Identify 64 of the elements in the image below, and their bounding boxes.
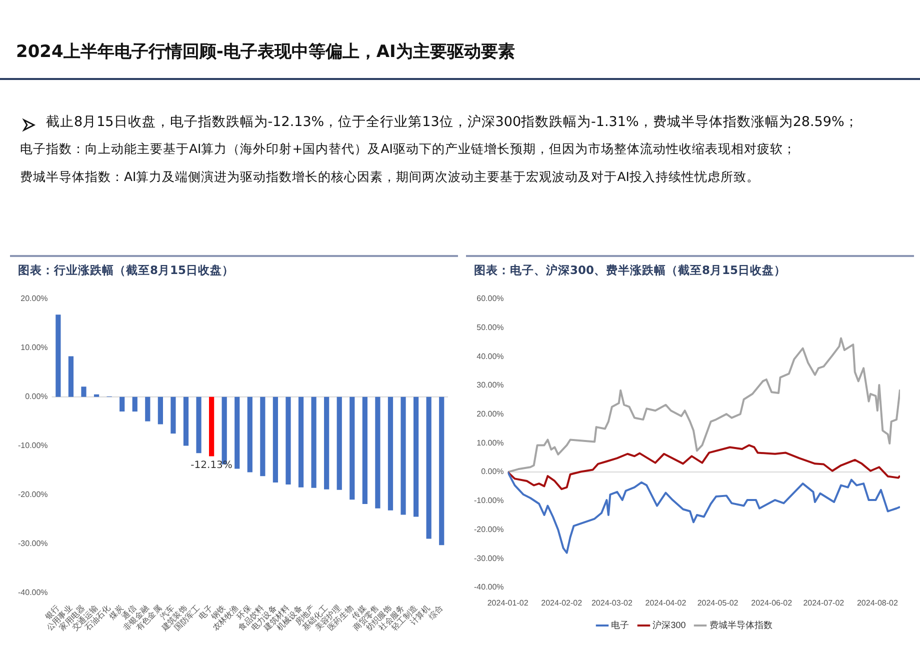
bar xyxy=(413,396,419,517)
bar xyxy=(324,396,330,490)
bar xyxy=(234,396,240,469)
bar xyxy=(426,396,432,539)
y-tick-label: 0.00% xyxy=(25,392,48,402)
text: 截止8月15日收盘，电子指数跌幅为-12.13%，位于全行业第13位，沪深300指数跌幅为-1.31%，费城半导体指数涨幅为28.59%； xyxy=(45,113,860,132)
bar xyxy=(56,314,61,397)
y-tick-label: 50.00% xyxy=(476,323,504,332)
x-tick-label: 2024-03-02 xyxy=(591,598,633,608)
data-label: -12.13% xyxy=(190,460,232,471)
x-tick-label: 2024-07-02 xyxy=(803,598,845,608)
bar xyxy=(272,396,278,482)
y-tick-label: 20.00% xyxy=(20,294,48,304)
y-tick-label: 10.00% xyxy=(476,438,504,448)
bar xyxy=(260,396,266,476)
bar xyxy=(132,396,138,412)
text: 电子指数：向上动能主要基于AI算力（海外印射+国内替代）及AI驱动下的产业链增长预期，但因为市场整体流动性收缩表现相对疲软； xyxy=(20,140,797,158)
chart-title: 图表：行业涨跌幅（截至8月15日收盘） xyxy=(10,255,458,285)
bar xyxy=(439,396,444,546)
bar xyxy=(247,396,252,472)
text: 费城半导体指数：AI算力及端侧演进为驱动指数增长的核心因素，期间两次波动主要基于宏观波动及对于AI投入持续性忧虑所致。 xyxy=(20,168,760,186)
bar xyxy=(209,396,214,456)
y-tick-label: -10.00% xyxy=(18,440,48,450)
bar xyxy=(375,396,380,508)
bar xyxy=(336,396,342,490)
bar xyxy=(388,396,394,510)
text: 2024上半年电子行情回顾-电子表现中等偏上，AI为主要驱动要素 xyxy=(16,41,515,63)
y-tick-label: -20.00% xyxy=(474,524,504,534)
chart-title: 图表：电子、沪深300、费半涨跌幅（截至8月15日收盘） xyxy=(466,255,914,285)
y-tick-label: -10.00% xyxy=(474,496,504,506)
bar xyxy=(196,396,202,454)
y-tick-label: 10.00% xyxy=(20,343,48,352)
bar xyxy=(298,396,304,488)
x-tick-label: 2024-05-02 xyxy=(697,598,739,608)
x-tick-label: 2024-08-02 xyxy=(856,598,898,608)
y-tick-label: 0.00% xyxy=(481,467,504,476)
x-tick-label: 2024-04-02 xyxy=(645,598,687,608)
bar xyxy=(158,396,163,424)
y-tick-label: 60.00% xyxy=(476,294,504,304)
bar xyxy=(362,396,368,504)
bar xyxy=(183,396,189,446)
bar xyxy=(120,396,125,412)
y-tick-label: 20.00% xyxy=(476,410,504,419)
bar xyxy=(350,396,355,500)
bar xyxy=(170,396,176,434)
y-tick-label: -30.00% xyxy=(18,538,48,548)
y-tick-label: -20.00% xyxy=(18,490,48,499)
bar xyxy=(94,394,100,397)
bar xyxy=(145,396,150,422)
x-tick-label: 2024-01-02 xyxy=(487,598,529,608)
y-tick-label: -40.00% xyxy=(474,582,504,592)
y-tick-label: -30.00% xyxy=(474,554,504,563)
bar xyxy=(400,396,406,515)
bar xyxy=(311,396,316,488)
legend-label: 沪深300 xyxy=(652,620,686,630)
y-tick-label: 30.00% xyxy=(476,380,504,390)
x-tick-label: 2024-02-02 xyxy=(541,598,583,608)
x-tick-label: 2024-06-02 xyxy=(751,598,793,608)
legend-label: 费城半导体指数 xyxy=(709,620,772,630)
y-tick-label: -40.00% xyxy=(18,588,48,597)
bar xyxy=(68,356,74,397)
bar xyxy=(286,396,291,484)
y-tick-label: 40.00% xyxy=(476,352,504,361)
bar xyxy=(81,386,86,397)
